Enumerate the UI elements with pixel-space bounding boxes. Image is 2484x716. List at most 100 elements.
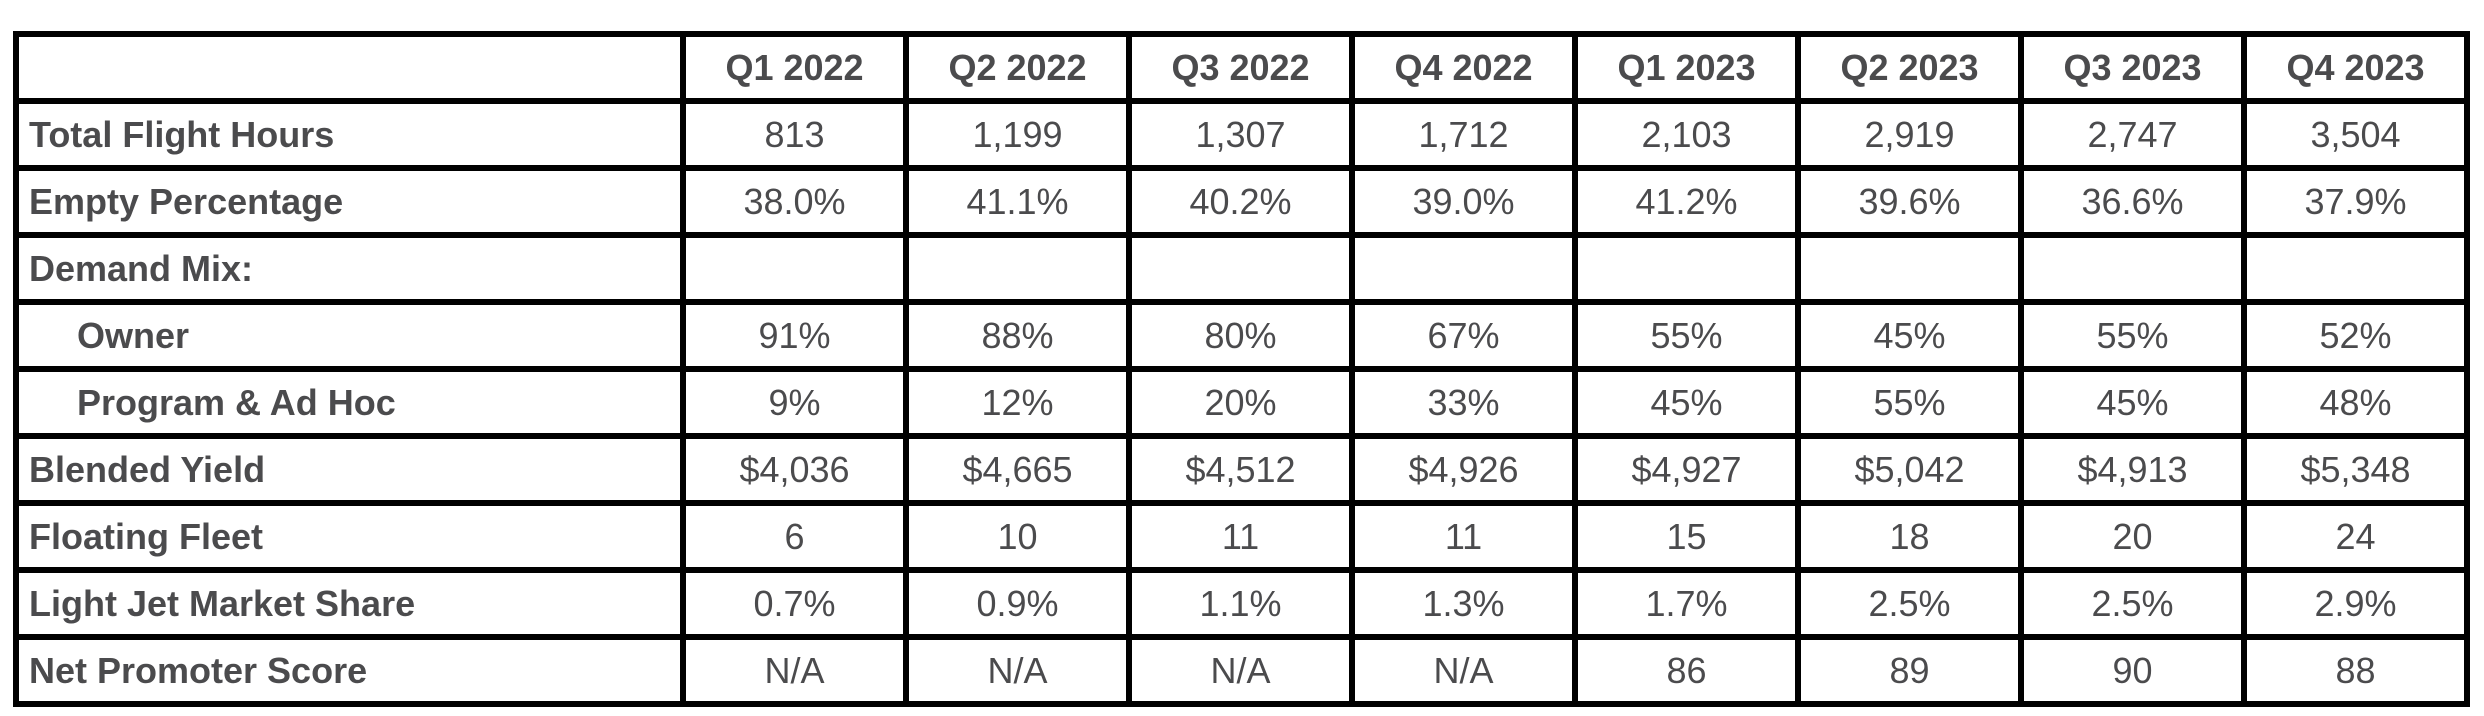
cell-value: $4,665 xyxy=(903,433,1132,506)
cell-value: 48% xyxy=(2241,366,2470,439)
quarterly-metrics-table: Q1 2022 Q2 2022 Q3 2022 Q4 2022 Q1 2023 … xyxy=(13,31,2470,707)
cell-value: $4,926 xyxy=(1349,433,1578,506)
table-row: Light Jet Market Share 0.7% 0.9% 1.1% 1.3% 1.… xyxy=(13,567,2470,640)
cell-value xyxy=(2241,232,2470,305)
row-label: Net Promoter Score xyxy=(13,634,686,707)
cell-value: 12% xyxy=(903,366,1132,439)
cell-value: 55% xyxy=(1795,366,2024,439)
cell-value: 2,747 xyxy=(2018,98,2247,171)
cell-value: 813 xyxy=(680,98,909,171)
cell-value: 88% xyxy=(903,299,1132,372)
column-header-q2-2022: Q2 2022 xyxy=(903,31,1132,104)
cell-value: 39.6% xyxy=(1795,165,2024,238)
table-row: Empty Percentage 38.0% 41.1% 40.2% 39.0% 41.2… xyxy=(13,165,2470,238)
cell-value: 89 xyxy=(1795,634,2024,707)
cell-value: 24 xyxy=(2241,500,2470,573)
corner-cell xyxy=(13,31,686,104)
cell-value: 1,307 xyxy=(1126,98,1355,171)
column-header-q1-2022: Q1 2022 xyxy=(680,31,909,104)
cell-value: N/A xyxy=(680,634,909,707)
column-header-q2-2023: Q2 2023 xyxy=(1795,31,2024,104)
table-row: Owner 91% 88% 80% 67% 55% 45% 55% 52% xyxy=(13,299,2470,372)
row-label: Program & Ad Hoc xyxy=(13,366,686,439)
cell-value: N/A xyxy=(903,634,1132,707)
cell-value xyxy=(680,232,909,305)
cell-value: 52% xyxy=(2241,299,2470,372)
cell-value: 2,919 xyxy=(1795,98,2024,171)
cell-value: N/A xyxy=(1349,634,1578,707)
cell-value: 0.9% xyxy=(903,567,1132,640)
column-header-q3-2022: Q3 2022 xyxy=(1126,31,1355,104)
cell-value: 9% xyxy=(680,366,909,439)
table-body: Total Flight Hours 813 1,199 1,307 1,712 2,10… xyxy=(13,98,2470,707)
cell-value: 45% xyxy=(1572,366,1801,439)
table-row: Demand Mix: xyxy=(13,232,2470,305)
row-label: Empty Percentage xyxy=(13,165,686,238)
cell-value: 1,199 xyxy=(903,98,1132,171)
table-row: Floating Fleet 6 10 11 11 15 18 20 24 xyxy=(13,500,2470,573)
cell-value: 2.5% xyxy=(2018,567,2247,640)
cell-value: 41.1% xyxy=(903,165,1132,238)
cell-value: 80% xyxy=(1126,299,1355,372)
cell-value: 20% xyxy=(1126,366,1355,439)
cell-value: $4,036 xyxy=(680,433,909,506)
cell-value xyxy=(1349,232,1578,305)
table-row: Net Promoter Score N/A N/A N/A N/A 86 89 90 88 xyxy=(13,634,2470,707)
cell-value: 11 xyxy=(1126,500,1355,573)
cell-value: 55% xyxy=(1572,299,1801,372)
cell-value: 88 xyxy=(2241,634,2470,707)
cell-value: 38.0% xyxy=(680,165,909,238)
header-row: Q1 2022 Q2 2022 Q3 2022 Q4 2022 Q1 2023 … xyxy=(13,31,2470,104)
cell-value: 86 xyxy=(1572,634,1801,707)
row-label: Floating Fleet xyxy=(13,500,686,573)
cell-value: 2,103 xyxy=(1572,98,1801,171)
cell-value: 10 xyxy=(903,500,1132,573)
row-label: Demand Mix: xyxy=(13,232,686,305)
cell-value: 91% xyxy=(680,299,909,372)
table-row: Total Flight Hours 813 1,199 1,307 1,712 2,10… xyxy=(13,98,2470,171)
cell-value: 90 xyxy=(2018,634,2247,707)
cell-value: $4,913 xyxy=(2018,433,2247,506)
table-row: Blended Yield $4,036 $4,665 $4,512 $4,926 $4,… xyxy=(13,433,2470,506)
cell-value: $4,512 xyxy=(1126,433,1355,506)
cell-value: $5,042 xyxy=(1795,433,2024,506)
cell-value: 3,504 xyxy=(2241,98,2470,171)
column-header-q4-2023: Q4 2023 xyxy=(2241,31,2470,104)
cell-value: 2.9% xyxy=(2241,567,2470,640)
column-header-q3-2023: Q3 2023 xyxy=(2018,31,2247,104)
column-header-q1-2023: Q1 2023 xyxy=(1572,31,1801,104)
cell-value: 1.3% xyxy=(1349,567,1578,640)
cell-value: N/A xyxy=(1126,634,1355,707)
row-label: Total Flight Hours xyxy=(13,98,686,171)
row-label: Light Jet Market Share xyxy=(13,567,686,640)
cell-value xyxy=(1126,232,1355,305)
cell-value xyxy=(1572,232,1801,305)
row-label: Owner xyxy=(13,299,686,372)
cell-value: 20 xyxy=(2018,500,2247,573)
cell-value: 6 xyxy=(680,500,909,573)
cell-value: 37.9% xyxy=(2241,165,2470,238)
cell-value: 0.7% xyxy=(680,567,909,640)
cell-value: $4,927 xyxy=(1572,433,1801,506)
cell-value: 36.6% xyxy=(2018,165,2247,238)
cell-value: 40.2% xyxy=(1126,165,1355,238)
cell-value: 67% xyxy=(1349,299,1578,372)
cell-value: 11 xyxy=(1349,500,1578,573)
table-row: Program & Ad Hoc 9% 12% 20% 33% 45% 55% 45% 48% xyxy=(13,366,2470,439)
cell-value: 1.7% xyxy=(1572,567,1801,640)
cell-value: 2.5% xyxy=(1795,567,2024,640)
cell-value: 55% xyxy=(2018,299,2247,372)
cell-value: 39.0% xyxy=(1349,165,1578,238)
cell-value: 18 xyxy=(1795,500,2024,573)
cell-value: 45% xyxy=(2018,366,2247,439)
cell-value xyxy=(2018,232,2247,305)
cell-value xyxy=(903,232,1132,305)
cell-value xyxy=(1795,232,2024,305)
cell-value: $5,348 xyxy=(2241,433,2470,506)
cell-value: 15 xyxy=(1572,500,1801,573)
column-header-q4-2022: Q4 2022 xyxy=(1349,31,1578,104)
cell-value: 41.2% xyxy=(1572,165,1801,238)
cell-value: 45% xyxy=(1795,299,2024,372)
row-label: Blended Yield xyxy=(13,433,686,506)
cell-value: 33% xyxy=(1349,366,1578,439)
